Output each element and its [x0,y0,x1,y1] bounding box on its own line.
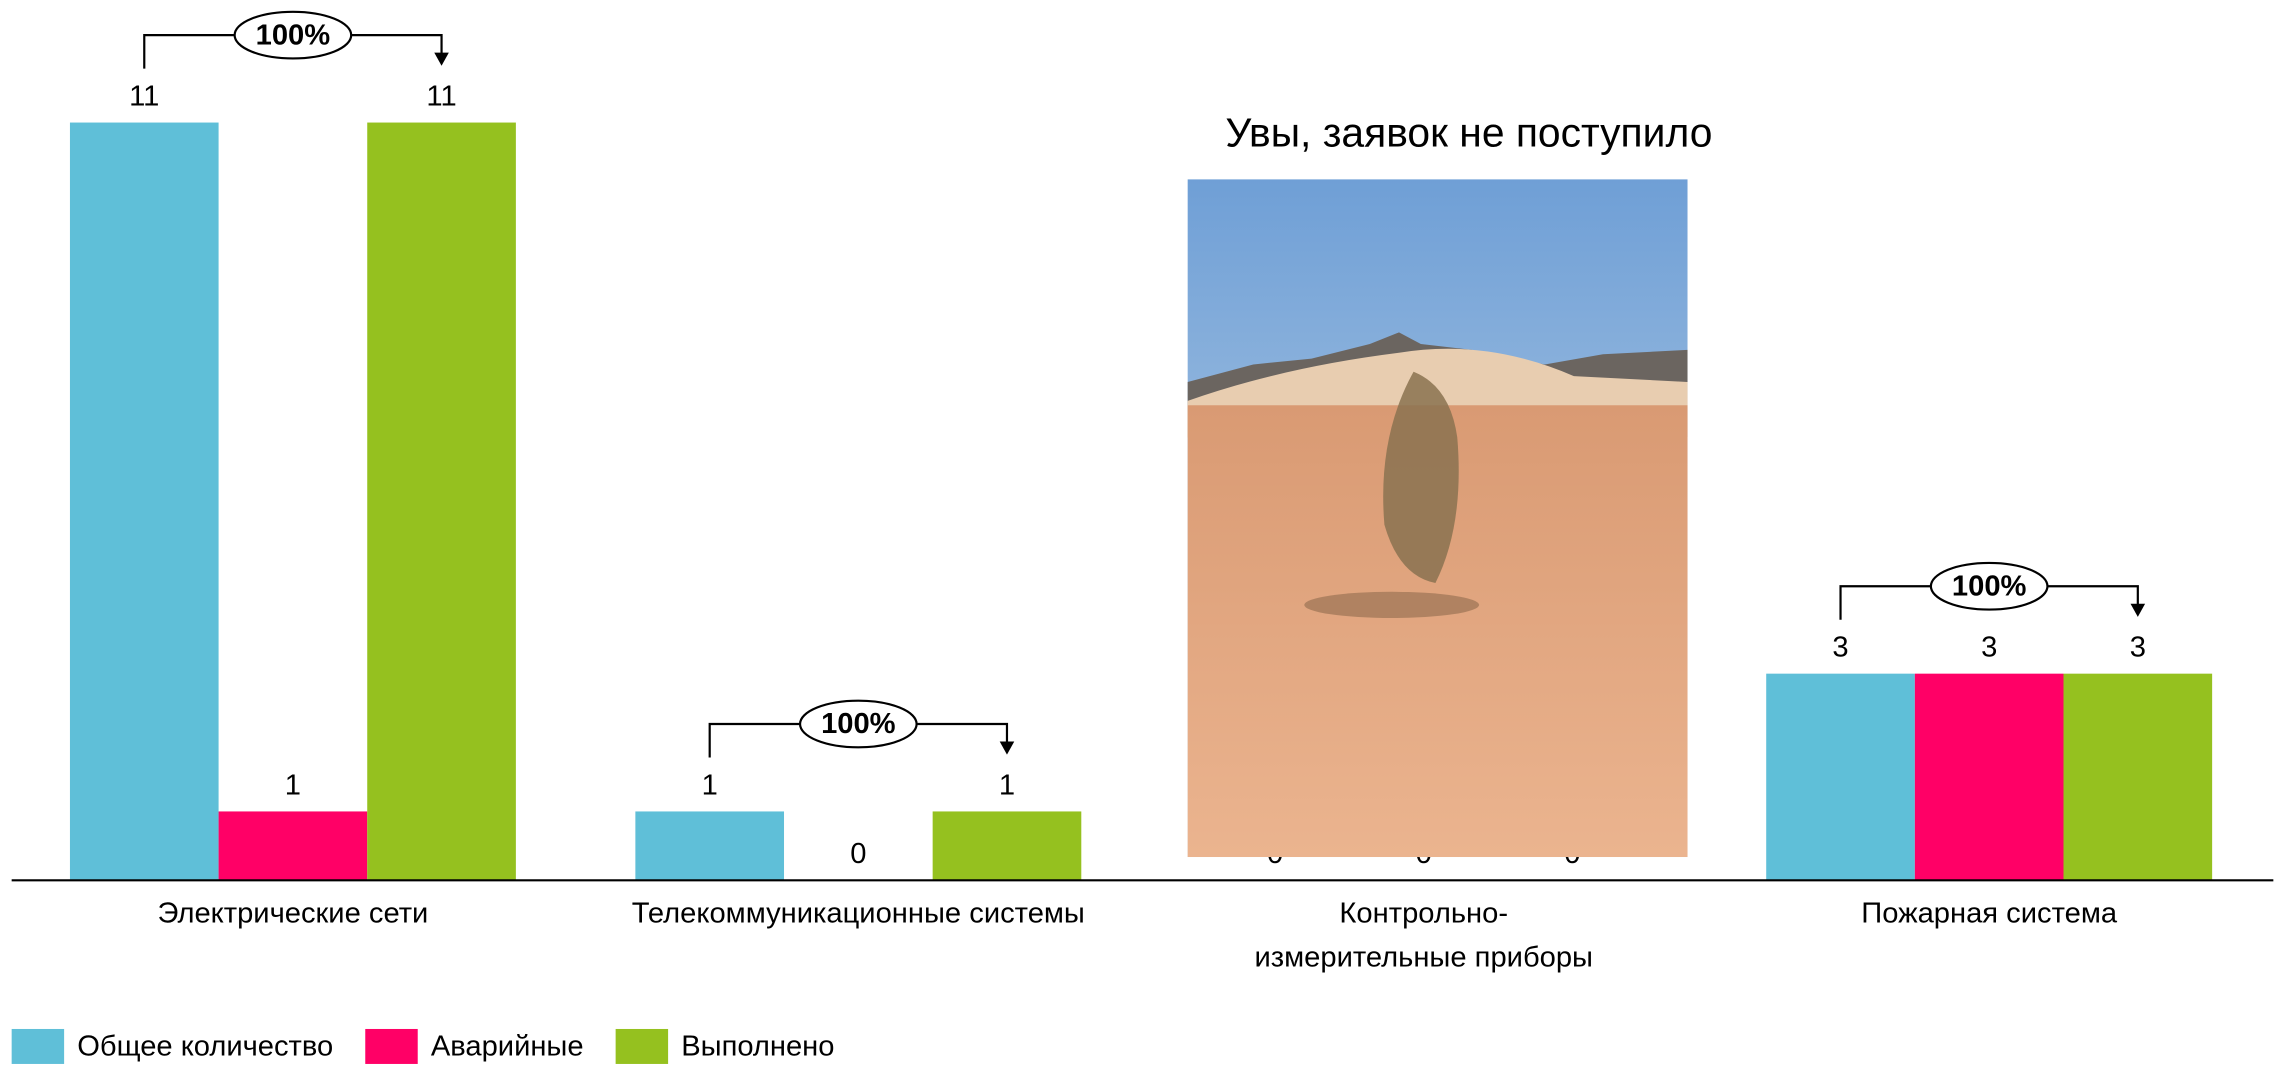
legend-label: Аварийные [431,1031,584,1063]
value-label: 11 [129,80,159,112]
annotation-arrow [2131,604,2146,617]
legend-label: Выполнено [681,1031,834,1063]
bar [2063,674,2212,881]
category-label-box: Пожарная система [1698,892,2281,994]
bar [70,123,219,881]
annotation: 100% [821,708,896,740]
bar [635,811,784,880]
value-label: 3 [1981,632,1997,664]
x-tick-label: Контрольно- измерительные приборы [1132,892,1715,979]
bar [367,123,516,881]
bar [1915,674,2064,881]
value-label: 1 [702,769,718,801]
x-tick-label: Телекоммуникационные системы [567,892,1150,936]
value-label: 0 [850,838,866,870]
legend: Общее количество Аварийные Выполнено [12,1029,835,1064]
value-label: 11 [426,80,456,112]
category-label-box: Контрольно- измерительные приборы [1132,892,1715,994]
legend-swatch [365,1029,417,1064]
category-label-box: Электрические сети [1,892,584,994]
legend-swatch [616,1029,668,1064]
x-tick-label: Электрические сети [1,892,584,936]
annotation: 100% [256,19,331,51]
annotation-arrow [1000,741,1015,754]
value-label: 1 [285,769,301,801]
chart: 11111Электрические сети100%101Телекоммун… [0,0,2285,1067]
bar [1766,674,1915,881]
annotation: 100% [1952,570,2027,602]
empty-note: Увы, заявок не поступило [1225,109,1712,155]
value-label: 3 [2130,632,2146,664]
category-label-box: Телекоммуникационные системы [567,892,1150,994]
value-label: 1 [999,769,1015,801]
bar [933,811,1082,880]
value-label: 3 [1832,632,1848,664]
empty-photo [1188,179,1688,857]
x-tick-label: Пожарная система [1698,892,2281,936]
bar [219,811,368,880]
legend-swatch [12,1029,64,1064]
annotation-arrow [434,53,449,66]
legend-label: Общее количество [77,1031,333,1063]
